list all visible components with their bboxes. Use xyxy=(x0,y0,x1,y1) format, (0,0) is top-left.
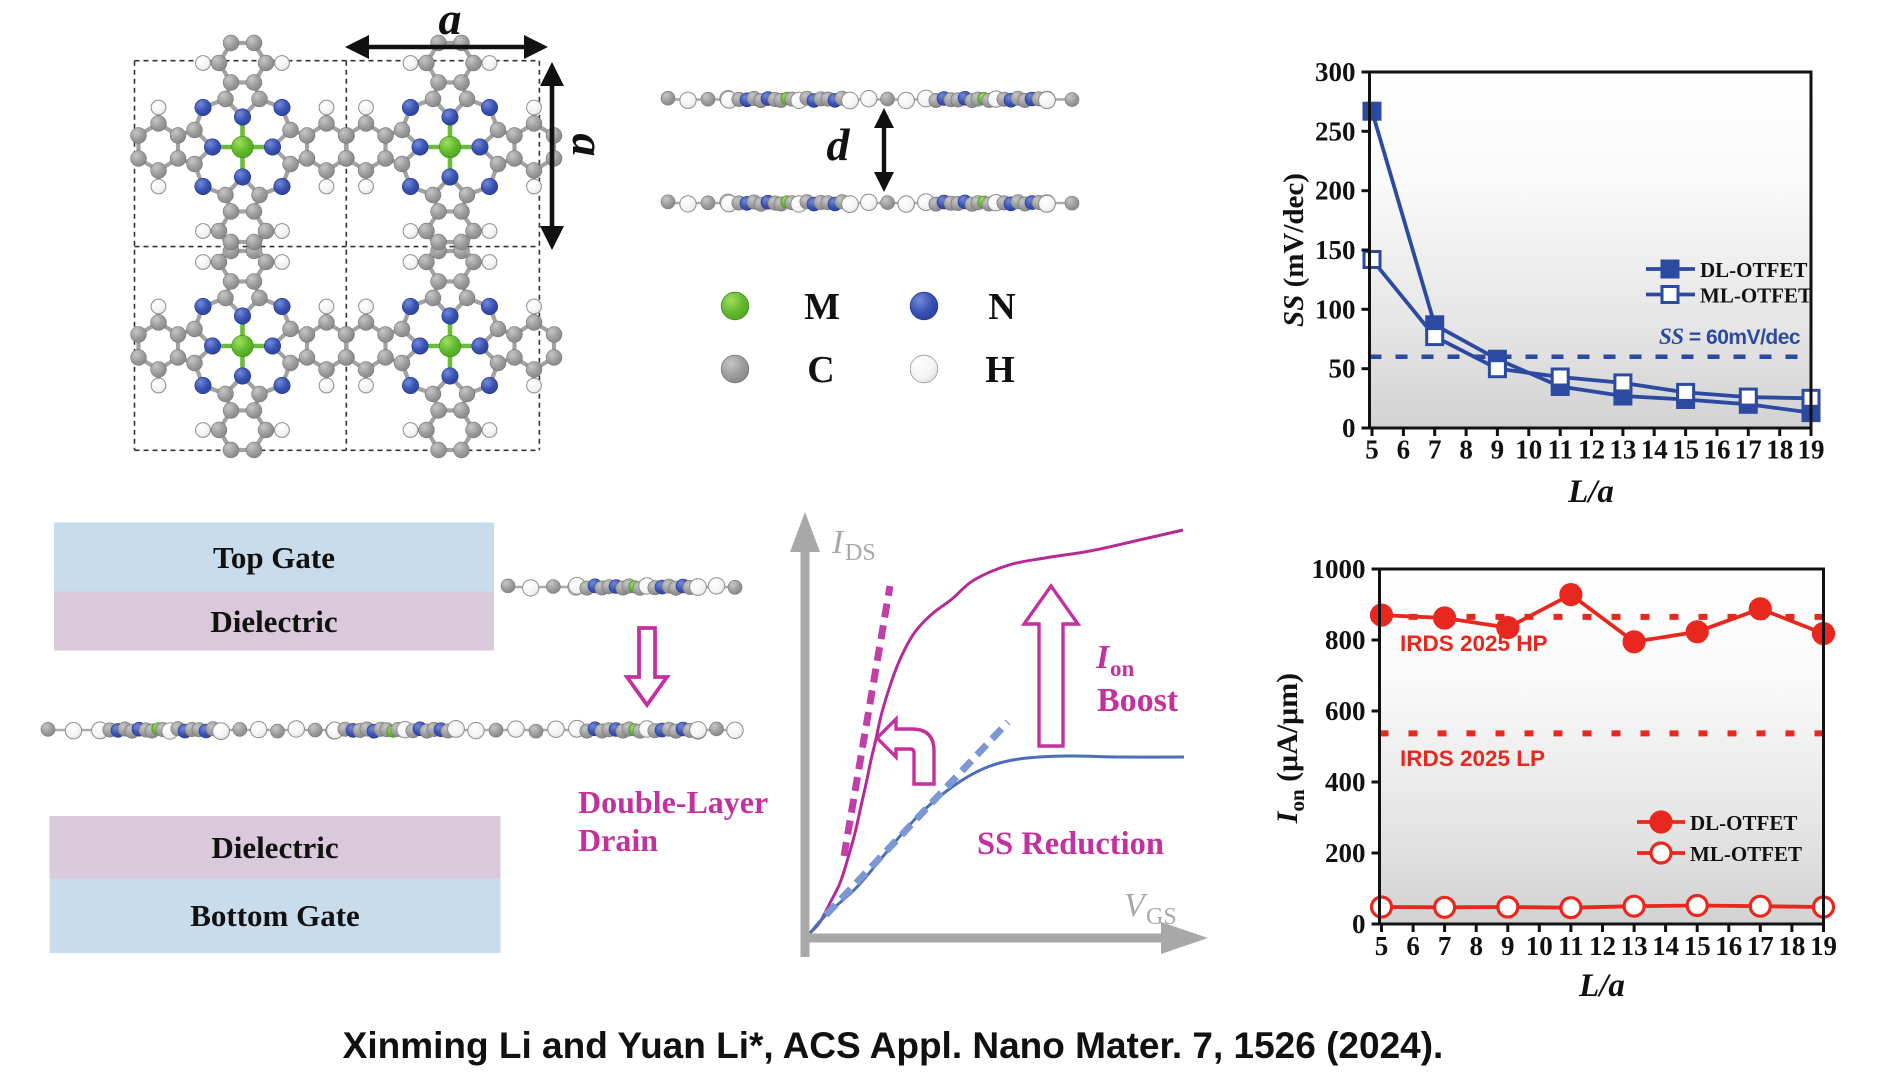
svg-text:18: 18 xyxy=(1766,435,1793,465)
svg-text:10: 10 xyxy=(1515,435,1542,465)
svg-text:17: 17 xyxy=(1747,931,1774,961)
svg-text:150: 150 xyxy=(1315,235,1356,265)
svg-text:Xinming Li and Yuan Li*, ACS A: Xinming Li and Yuan Li*, ACS Appl. Nano … xyxy=(343,1025,1444,1066)
svg-text:H: H xyxy=(985,349,1015,391)
svg-text:SS (mV/dec): SS (mV/dec) xyxy=(1278,173,1310,327)
svg-text:6: 6 xyxy=(1406,931,1420,961)
svg-text:d: d xyxy=(827,119,851,170)
svg-text:5: 5 xyxy=(1375,931,1389,961)
svg-text:IRDS 2025 HP: IRDS 2025 HP xyxy=(1400,631,1548,656)
svg-text:DL-OTFET: DL-OTFET xyxy=(1700,258,1807,282)
svg-text:Double-Layer: Double-Layer xyxy=(578,784,768,820)
svg-text:7: 7 xyxy=(1428,435,1442,465)
svg-text:19: 19 xyxy=(1798,435,1825,465)
svg-text:SS Reduction: SS Reduction xyxy=(977,826,1164,862)
svg-text:a: a xyxy=(439,0,462,44)
svg-text:8: 8 xyxy=(1469,931,1483,961)
svg-text:5: 5 xyxy=(1365,435,1379,465)
svg-text:C: C xyxy=(807,349,834,391)
svg-text:9: 9 xyxy=(1491,435,1505,465)
svg-text:10: 10 xyxy=(1526,931,1553,961)
svg-text:250: 250 xyxy=(1315,116,1356,146)
svg-text:Drain: Drain xyxy=(578,822,658,858)
svg-text:1000: 1000 xyxy=(1312,554,1366,584)
svg-text:7: 7 xyxy=(1438,931,1452,961)
svg-text:6: 6 xyxy=(1397,435,1411,465)
svg-text:200: 200 xyxy=(1315,176,1356,206)
svg-text:18: 18 xyxy=(1778,931,1805,961)
svg-text:I: I xyxy=(831,524,845,561)
svg-text:I: I xyxy=(1095,639,1111,676)
svg-text:Ion (μA/μm): Ion (μA/μm) xyxy=(1271,673,1309,824)
svg-text:Dielectric: Dielectric xyxy=(211,830,338,865)
svg-text:400: 400 xyxy=(1325,767,1366,797)
svg-text:300: 300 xyxy=(1315,57,1356,87)
svg-text:Bottom Gate: Bottom Gate xyxy=(190,898,360,933)
svg-text:L/a: L/a xyxy=(1578,968,1625,1004)
svg-text:a: a xyxy=(563,134,614,157)
svg-text:17: 17 xyxy=(1735,435,1762,465)
svg-text:0: 0 xyxy=(1352,909,1366,939)
svg-text:16: 16 xyxy=(1704,435,1731,465)
svg-text:12: 12 xyxy=(1578,435,1605,465)
svg-text:Dielectric: Dielectric xyxy=(210,604,337,639)
svg-text:14: 14 xyxy=(1652,931,1679,961)
svg-text:ML-OTFET: ML-OTFET xyxy=(1700,284,1812,308)
svg-text:13: 13 xyxy=(1609,435,1636,465)
svg-text:800: 800 xyxy=(1325,625,1366,655)
svg-text:SS = 60mV/dec: SS = 60mV/dec xyxy=(1659,324,1801,349)
svg-text:Boost: Boost xyxy=(1097,682,1179,719)
svg-text:0: 0 xyxy=(1342,413,1356,443)
svg-text:50: 50 xyxy=(1329,354,1356,384)
svg-text:14: 14 xyxy=(1641,435,1668,465)
svg-text:15: 15 xyxy=(1672,435,1699,465)
svg-text:200: 200 xyxy=(1325,838,1366,868)
svg-text:DS: DS xyxy=(845,540,876,566)
svg-text:GS: GS xyxy=(1146,904,1177,930)
svg-text:8: 8 xyxy=(1459,435,1473,465)
svg-text:600: 600 xyxy=(1325,696,1366,726)
svg-text:N: N xyxy=(988,286,1015,328)
svg-text:DL-OTFET: DL-OTFET xyxy=(1690,811,1797,835)
svg-text:19: 19 xyxy=(1810,931,1837,961)
svg-text:100: 100 xyxy=(1315,294,1356,324)
svg-text:15: 15 xyxy=(1684,931,1711,961)
svg-text:16: 16 xyxy=(1715,931,1742,961)
svg-text:on: on xyxy=(1110,656,1135,681)
svg-text:11: 11 xyxy=(1558,931,1584,961)
svg-text:13: 13 xyxy=(1621,931,1648,961)
svg-text:ML-OTFET: ML-OTFET xyxy=(1690,842,1802,866)
svg-text:IRDS 2025 LP: IRDS 2025 LP xyxy=(1400,746,1545,771)
svg-text:9: 9 xyxy=(1501,931,1515,961)
svg-text:L/a: L/a xyxy=(1567,474,1614,510)
svg-text:12: 12 xyxy=(1589,931,1616,961)
svg-text:Top Gate: Top Gate xyxy=(213,540,335,575)
svg-text:11: 11 xyxy=(1547,435,1573,465)
svg-text:M: M xyxy=(804,286,840,328)
